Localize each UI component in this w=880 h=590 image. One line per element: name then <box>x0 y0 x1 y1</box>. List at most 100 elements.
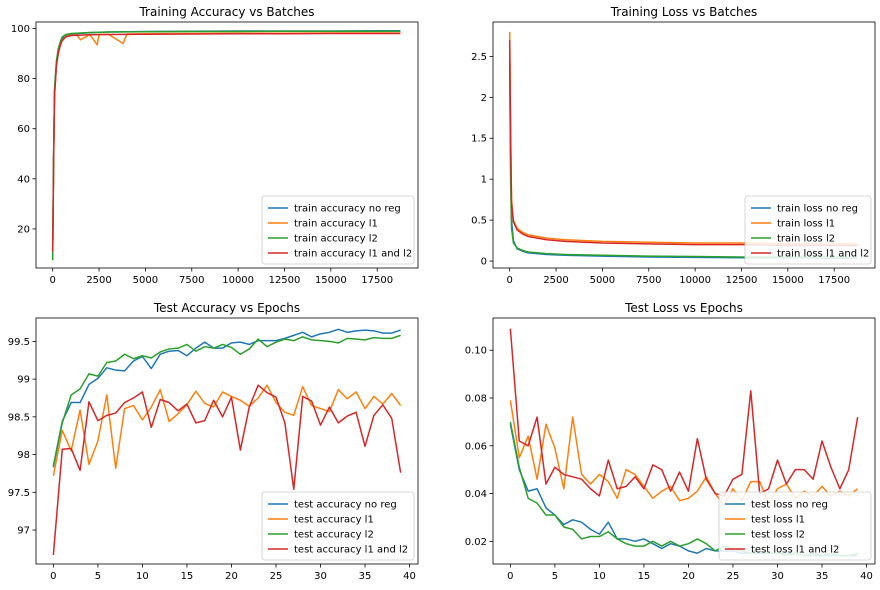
chart-panel-3: Test Accuracy vs Epochs 0 5 10 15 20 25 30 35 40 9… <box>8 301 419 582</box>
y-tick-label: 20 <box>17 224 30 235</box>
x-tick-label: 25 <box>270 571 283 582</box>
x-tick-label: 10000 <box>222 275 254 286</box>
y-tick-label: 60 <box>17 124 30 135</box>
x-tick-label: 35 <box>359 571 372 582</box>
x-tick-label: 30 <box>314 571 327 582</box>
x-tick-label: 15000 <box>772 275 804 286</box>
y-tick-label: 98 <box>17 450 30 461</box>
x-tick-label: 15 <box>638 571 651 582</box>
legend-label: test loss no reg <box>751 500 828 511</box>
series-line-4 <box>52 384 402 556</box>
legend-label: test accuracy l1 <box>294 515 374 526</box>
legend: test accuracy no reg test accuracy l1 test… <box>261 491 415 561</box>
legend-box <box>261 491 415 561</box>
x-tick-label: 10000 <box>679 275 711 286</box>
x-tick-label: 35 <box>816 571 829 582</box>
legend: train accuracy no reg train accuracy l1 tr… <box>261 195 415 265</box>
chart-panel-4: Test Loss vs Epochs 0 5 10 15 20 25 30 35 40 0.02 0… <box>465 301 876 582</box>
x-tick-label: 15000 <box>315 275 347 286</box>
y-tick-label: 80 <box>17 74 30 85</box>
y-tick-label: 99.5 <box>8 337 30 348</box>
legend-label: train accuracy l2 <box>294 234 378 245</box>
series-line-2 <box>509 400 859 507</box>
y-tick-label: 0.06 <box>465 441 487 452</box>
series-line-2 <box>52 384 402 476</box>
x-tick-label: 10 <box>136 571 149 582</box>
y-tick-label: 0.02 <box>465 537 487 548</box>
chart-title: Training Accuracy vs Batches <box>138 5 314 19</box>
x-tick-label: 5 <box>95 571 101 582</box>
x-tick-label: 0 <box>50 571 56 582</box>
plot-frame <box>492 317 876 565</box>
legend: train loss no reg train loss l1 train loss… <box>744 195 872 265</box>
x-tick-label: 12500 <box>269 275 301 286</box>
x-tick-label: 7500 <box>636 275 661 286</box>
series-line-3 <box>52 334 401 468</box>
y-tick-label: 97 <box>17 526 30 537</box>
x-tick-label: 25 <box>727 571 740 582</box>
x-tick-label: 5 <box>552 571 558 582</box>
x-tick-label: 17500 <box>818 275 850 286</box>
x-tick-label: 20 <box>682 571 695 582</box>
chart-title: Test Accuracy vs Epochs <box>153 301 300 315</box>
x-tick-label: 40 <box>403 571 416 582</box>
x-tick-label: 5000 <box>590 275 615 286</box>
x-tick-label: 2500 <box>543 275 568 286</box>
series-line-4 <box>51 32 401 252</box>
legend-label: test loss l1 <box>751 515 805 526</box>
y-tick-label: 40 <box>17 174 30 185</box>
legend-label: test accuracy l2 <box>294 530 374 541</box>
x-tick-label: 15 <box>181 571 194 582</box>
plot-frame <box>35 317 419 565</box>
series-group <box>52 328 402 556</box>
plot-frame <box>492 21 876 269</box>
x-tick-label: 5000 <box>133 275 158 286</box>
legend-label: test loss l2 <box>751 530 805 541</box>
y-tick-label: 99 <box>17 375 30 386</box>
x-tick-label: 0 <box>507 571 513 582</box>
legend-box <box>261 195 415 265</box>
y-tick-label: 1 <box>481 175 487 186</box>
chart-title: Test Loss vs Epochs <box>624 301 743 315</box>
x-tick-label: 2500 <box>86 275 111 286</box>
x-tick-label: 17500 <box>361 275 393 286</box>
legend-label: train loss no reg <box>777 204 858 215</box>
chart-title: Training Loss vs Batches <box>610 5 758 19</box>
legend-label: train loss l1 and l2 <box>777 249 869 260</box>
x-tick-label: 0 <box>50 275 56 286</box>
y-tick-label: 0.08 <box>465 394 487 405</box>
x-tick-label: 0 <box>507 275 513 286</box>
legend-label: test loss l1 and l2 <box>751 545 839 556</box>
x-tick-label: 7500 <box>179 275 204 286</box>
legend-label: test accuracy l1 and l2 <box>294 545 408 556</box>
y-tick-label: 0.10 <box>465 346 487 357</box>
x-tick-label: 20 <box>225 571 238 582</box>
y-tick-label: 2.5 <box>471 52 487 63</box>
legend-label: train accuracy l1 and l2 <box>294 249 412 260</box>
x-tick-label: 12500 <box>726 275 758 286</box>
y-tick-label: 0 <box>481 257 487 268</box>
legend-label: train accuracy no reg <box>294 204 401 215</box>
y-tick-label: 2 <box>481 93 487 104</box>
series-group <box>51 30 401 261</box>
x-tick-label: 30 <box>771 571 784 582</box>
y-tick-label: 0.5 <box>471 216 487 227</box>
y-tick-label: 0.04 <box>465 489 487 500</box>
y-tick-label: 98.5 <box>8 412 30 423</box>
legend-label: train loss l1 <box>777 219 835 230</box>
plot-frame <box>35 21 419 269</box>
legend: test loss no reg test loss l1 test loss l2… <box>718 491 872 561</box>
legend-box <box>744 195 872 265</box>
legend-box <box>718 491 872 561</box>
legend-label: train loss l2 <box>777 234 835 245</box>
x-tick-label: 10 <box>593 571 606 582</box>
y-tick-label: 97.5 <box>8 488 30 499</box>
y-tick-label: 1.5 <box>471 134 487 145</box>
y-tick-label: 100 <box>11 24 30 35</box>
series-line-4 <box>509 328 859 497</box>
legend-label: test accuracy no reg <box>294 500 397 511</box>
chart-panel-1: Training Accuracy vs Batches 0 2500 5000 750… <box>11 5 419 286</box>
legend-label: train accuracy l1 <box>294 219 378 230</box>
